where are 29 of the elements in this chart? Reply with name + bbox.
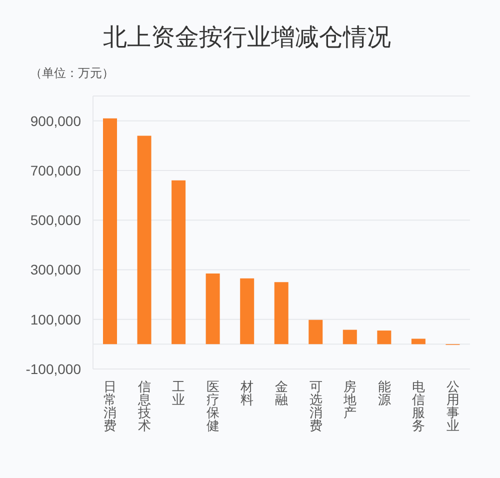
x-tick-label: 可选消费 [309, 379, 322, 433]
x-tick-label: 金融 [275, 379, 288, 407]
x-tick-label: 信息技术 [136, 379, 151, 433]
bar [377, 330, 392, 344]
x-tick-label: 公用事业 [446, 379, 460, 433]
bar [411, 338, 426, 344]
y-tick-label: 700,000 [30, 162, 82, 178]
x-tick-label: 工业 [172, 379, 186, 407]
y-tick-label: 500,000 [30, 212, 82, 228]
bar [137, 136, 152, 344]
chart-title: 北上资金按行业增减仓情况 [102, 23, 392, 53]
x-tick-label: 房地产 [342, 379, 357, 420]
bar [103, 118, 117, 344]
x-tick-label: 医疗保健 [206, 379, 220, 433]
chart-subtitle: （单位：万元） [30, 65, 114, 81]
bar [342, 330, 357, 344]
bar [172, 180, 186, 344]
y-tick-label: -100,000 [26, 360, 82, 377]
bar [240, 278, 254, 344]
x-tick-label: 材料 [240, 379, 254, 407]
bar [308, 320, 323, 344]
x-tick-label: 日常消费 [104, 379, 117, 433]
x-tick-label: 能源 [378, 379, 391, 407]
x-tick-label: 电信服务 [412, 379, 426, 433]
y-tick-label: 900,000 [30, 112, 82, 129]
bar [206, 273, 220, 344]
bar [274, 282, 288, 344]
y-tick-label: 300,000 [30, 262, 82, 278]
y-tick-label: 100,000 [30, 311, 82, 328]
